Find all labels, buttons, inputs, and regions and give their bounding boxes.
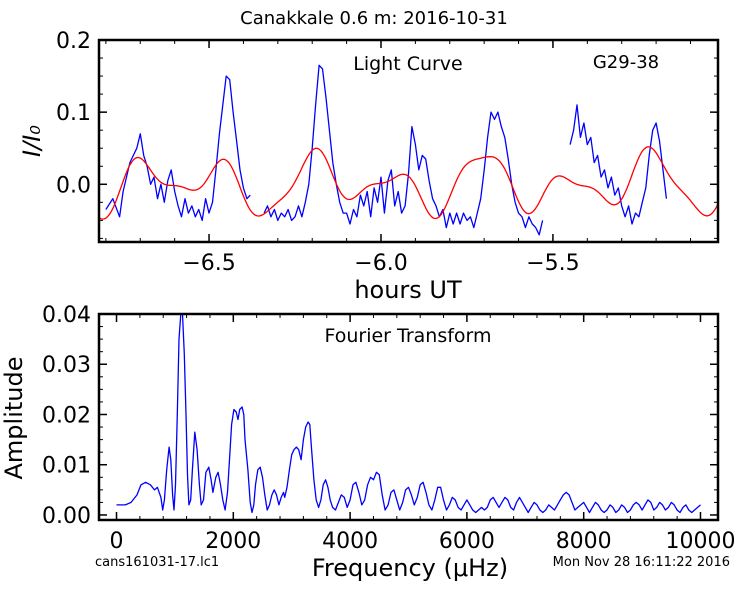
light-curve-series-1-line-0 [99,146,718,220]
generation-timestamp: Mon Nov 28 16:11:22 2016 [552,555,730,570]
light-curve-x-tick-label: −6.0 [354,251,407,276]
light-curve-series-0-line-2 [569,104,668,225]
fourier-x-tick-label: 2000 [205,529,261,554]
light-curve-y-axis-label: I/I₀ [18,125,46,157]
fourier-x-tick-label: 6000 [439,529,495,554]
object-name-annotation: G29-38 [593,52,659,73]
fourier-axes-frame [97,312,720,522]
fourier-y-tick-label: 0.04 [42,303,91,328]
fourier-panel: 0 2000 4000 6000 8000 10000 0.00 0.01 0.02 0.03 0.… [0,303,735,582]
fourier-series-0-line-0 [116,314,701,514]
fourier-x-tick-label: 10000 [665,529,735,554]
figure-title: Canakkale 0.6 m: 2016-10-31 [240,8,508,29]
light-curve-panel: −6.5 −6.0 −5.5 0.0 0.1 0.2 Light Curve G29-38… [18,29,720,304]
light-curve-y-tick-label: 0.1 [56,101,91,126]
light-curve-y-tick-label: 0.2 [56,29,91,54]
light-curve-x-axis-label: hours UT [354,276,462,304]
light-curve-series-layer [99,64,718,236]
fourier-y-tick-label: 0.01 [42,454,91,479]
fourier-annotation: Fourier Transform [324,325,491,347]
fourier-x-tick-label: 0 [110,529,124,554]
light-curve-series-0-line-0 [105,75,251,222]
fourier-x-tick-label: 8000 [556,529,612,554]
light-curve-annotation: Light Curve [353,53,463,75]
data-file-name: cans161031-17.lc1 [95,555,220,570]
light-curve-x-tick-label: −5.5 [526,251,579,276]
light-curve-axes-frame [97,38,720,244]
fourier-y-tick-label: 0.02 [42,403,91,428]
fourier-y-axis-label: Amplitude [0,357,28,480]
light-curve-y-tick-label: 0.0 [56,173,91,198]
light-curve-x-tick-label: −6.5 [182,251,235,276]
fourier-x-tick-label: 4000 [322,529,378,554]
light-curve-ticks: −6.5 −6.0 −5.5 0.0 0.1 0.2 [56,29,718,276]
fourier-series-layer [116,314,701,514]
fourier-y-tick-label: 0.03 [42,353,91,378]
light-curve-series-0-line-1 [263,64,544,236]
fourier-x-axis-label: Frequency (μHz) [312,554,508,582]
fourier-y-tick-label: 0.00 [42,504,91,529]
